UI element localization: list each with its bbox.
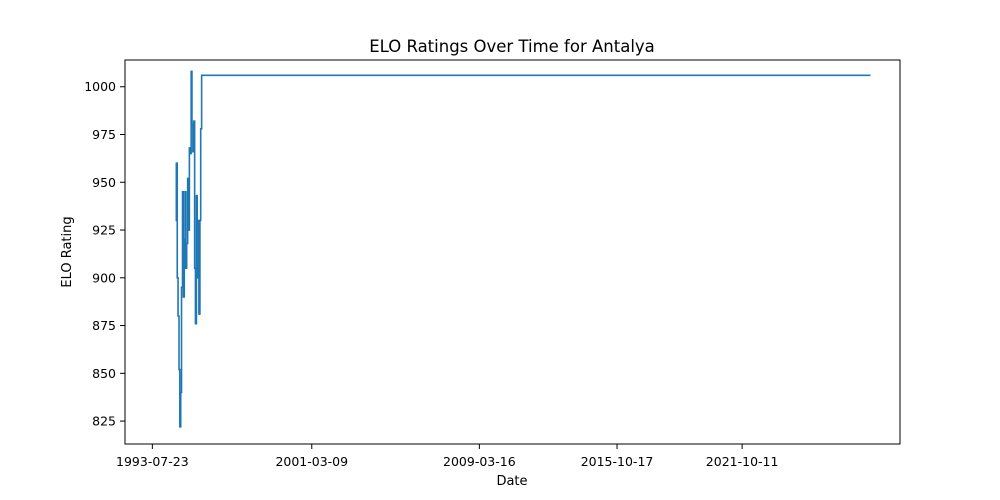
y-tick-label: 1000	[84, 79, 116, 94]
plot-area	[124, 59, 901, 445]
x-tick-label: 2015-10-17	[581, 454, 654, 469]
y-tick-label: 900	[92, 270, 116, 285]
y-axis-title: ELO Rating	[60, 216, 75, 287]
x-tick-label: 2001-03-09	[275, 454, 348, 469]
x-axis-title: Date	[496, 474, 527, 489]
elo-series-line	[175, 70, 871, 428]
axes-frame	[124, 59, 901, 445]
chart-title: ELO Ratings Over Time for Antalya	[369, 37, 655, 56]
x-tick-label: 2009-03-16	[443, 454, 516, 469]
x-tick-label: 2021-10-11	[706, 454, 779, 469]
y-tick-label: 825	[92, 414, 116, 429]
y-tick-label: 950	[92, 175, 116, 190]
series-layer	[175, 70, 871, 428]
y-tick-label: 925	[92, 223, 116, 238]
y-axis: 825 850 875 900 925 950 975 1000	[84, 79, 125, 429]
x-axis: 1993-07-23 2001-03-09 2009-03-16 2015-10-17…	[116, 444, 778, 469]
y-tick-label: 975	[92, 127, 116, 142]
x-tick-label: 1993-07-23	[116, 454, 189, 469]
y-tick-label: 850	[92, 366, 116, 381]
y-tick-label: 875	[92, 318, 116, 333]
